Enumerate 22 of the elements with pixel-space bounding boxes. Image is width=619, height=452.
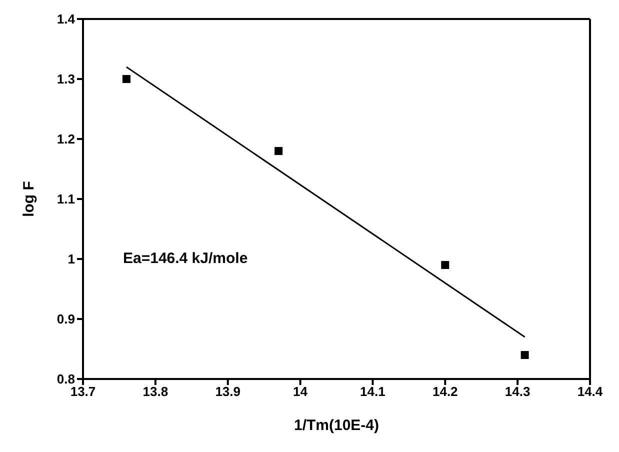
point — [122, 75, 130, 83]
annotation: Ea=146.4 kJ/mole — [123, 250, 248, 267]
x-tick-label: 14.4 — [577, 384, 604, 400]
x-axis-title: 1/Tm(10E-4) — [294, 417, 380, 434]
x-tick-label: 13.9 — [215, 384, 241, 400]
y-tick-label: 1.4 — [56, 12, 76, 27]
point — [441, 261, 450, 269]
x-tick-label: 14.2 — [432, 384, 458, 400]
y-tick-label: 0.8 — [56, 372, 75, 387]
x-tick-label: 13.7 — [70, 384, 96, 400]
y-tick-label: 0.9 — [56, 312, 75, 327]
y-axis-title: log F — [20, 181, 38, 217]
y-tick-label: 1.2 — [56, 132, 75, 147]
y-tick-label: 1.1 — [56, 192, 75, 207]
point — [274, 147, 283, 155]
x-tick-label: 14.3 — [504, 384, 530, 400]
point — [520, 351, 529, 359]
x-tick-label: 14 — [293, 384, 308, 400]
x-tick-label: 13.8 — [142, 384, 168, 400]
y-tick-label: 1.3 — [56, 72, 75, 87]
x-tick-label: 14.1 — [360, 384, 386, 400]
y-tick-label: 1 — [68, 252, 75, 267]
